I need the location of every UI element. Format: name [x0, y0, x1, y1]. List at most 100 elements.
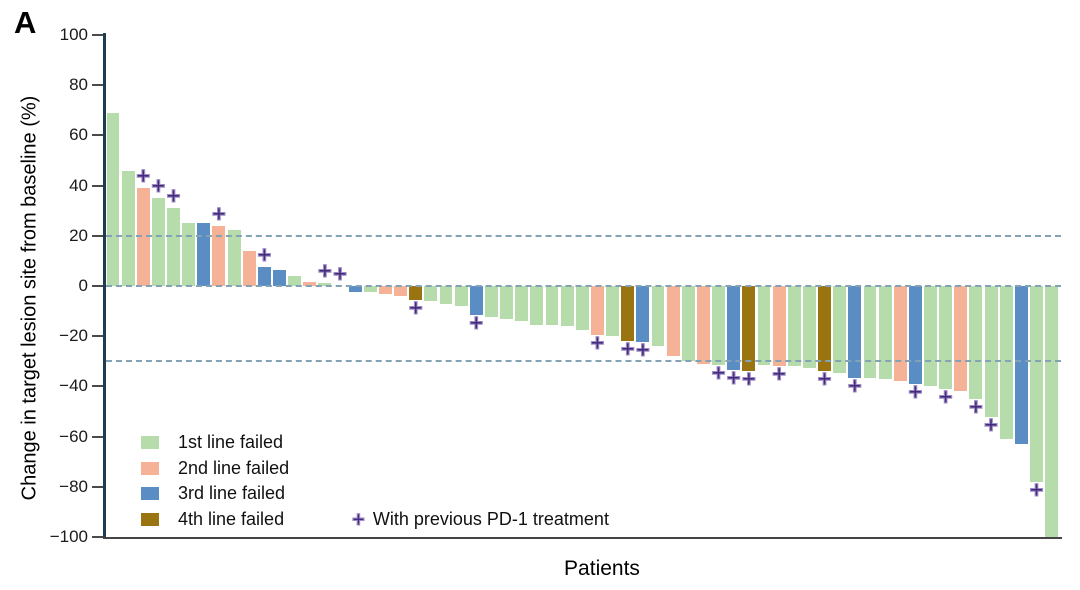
patient-bar: [712, 286, 725, 366]
pd1-plus-marker: +: [726, 365, 741, 393]
patient-bar: [212, 225, 226, 286]
pd1-plus-marker: +: [1029, 476, 1044, 504]
y-tick-mark: [92, 385, 103, 388]
patient-bar: [954, 286, 968, 392]
patient-bar: [454, 286, 468, 307]
y-tick-mark: [92, 285, 103, 287]
pd1-plus-marker: +: [983, 411, 999, 439]
pd1-plus-marker: +: [317, 258, 332, 286]
patient-bar: [273, 269, 286, 286]
pd1-plus-marker: +: [817, 366, 832, 394]
pd1-plus-marker: +: [741, 366, 756, 394]
patient-bar: [227, 229, 241, 286]
pd1-plus-marker: +: [968, 393, 983, 421]
reference-line: [105, 285, 1061, 287]
patient-bar: [863, 286, 877, 378]
patient-bar: [908, 286, 922, 384]
y-tick-label: 80: [69, 75, 88, 95]
legend-label-pd1-marker: With previous PD-1 treatment: [372, 509, 609, 530]
reference-line: [105, 360, 1061, 363]
legend-item-3rd-line: 3rd line failed: [141, 481, 289, 507]
legend-item-1st-line: 1st line failed: [141, 430, 289, 456]
legend: 1st line failed 2nd line failed 3rd line…: [141, 430, 289, 532]
reference-line: [105, 234, 1061, 237]
pd1-plus-marker: +: [620, 336, 635, 364]
y-tick-label: −80: [59, 476, 88, 496]
legend-label-4th-line: 4th line failed: [178, 508, 285, 529]
panel-label: A: [14, 5, 38, 40]
pd1-plus-marker: +: [938, 383, 953, 411]
patient-bar: [197, 223, 211, 286]
legend-label-3rd-line: 3rd line failed: [178, 483, 286, 504]
pd1-plus-marker: +: [711, 360, 726, 388]
patient-bar: [1030, 286, 1043, 482]
pd1-plus-marker: +: [257, 242, 272, 270]
legend-item-2nd-line: 2nd line failed: [141, 456, 289, 482]
legend-label-2nd-line: 2nd line failed: [178, 457, 290, 478]
legend-label-1st-line: 1st line failed: [178, 432, 284, 453]
y-tick-label: 0: [78, 276, 88, 295]
patient-bar: [485, 286, 498, 318]
y-tick-mark: [92, 435, 103, 438]
y-tick-mark: [92, 184, 103, 187]
y-tick-mark: [92, 134, 103, 137]
patient-bar: [833, 286, 847, 373]
patient-bar: [999, 286, 1013, 440]
legend-item-pd1-marker: + With previous PD-1 treatment: [351, 506, 609, 533]
patient-bar: [394, 286, 408, 297]
y-tick-label: −40: [59, 376, 88, 396]
patient-bar: [893, 286, 907, 382]
plus-marker-icon: +: [351, 506, 365, 532]
patient-bar: [742, 286, 756, 372]
y-tick-label: −60: [59, 426, 88, 446]
legend-swatch-4th-line: [141, 512, 159, 526]
patient-bar: [621, 286, 635, 342]
patient-bar: [924, 286, 937, 387]
pd1-plus-marker: +: [469, 309, 484, 337]
patient-bar: [1014, 286, 1028, 445]
y-tick-mark: [92, 34, 103, 36]
patient-bar: [500, 286, 514, 319]
patient-bar: [802, 286, 816, 368]
patient-bar: [727, 286, 741, 371]
legend-item-4th-line: 4th line failed: [141, 507, 289, 533]
y-tick-mark: [92, 84, 103, 87]
patient-bar: [772, 286, 786, 367]
patient-bar: [348, 286, 362, 293]
pd1-plus-marker: +: [635, 337, 650, 365]
patient-bar: [530, 286, 544, 325]
patient-bar: [939, 286, 953, 389]
patient-bar: [424, 286, 438, 302]
patient-bar: [666, 286, 680, 357]
y-tick-label: −20: [59, 326, 88, 346]
legend-swatch-3rd-line: [141, 487, 159, 501]
patient-bar: [984, 286, 998, 417]
y-tick-label: −100: [49, 527, 88, 546]
patient-bar: [515, 286, 529, 322]
legend-swatch-1st-line: [141, 436, 159, 450]
patient-bar: [696, 286, 710, 364]
y-axis-line: [103, 33, 106, 539]
patient-bar: [818, 286, 831, 372]
pd1-plus-marker: +: [408, 294, 423, 322]
y-tick-label: 100: [59, 25, 88, 44]
patient-bar: [136, 188, 150, 286]
patient-bar: [303, 282, 317, 286]
patient-bar: [1045, 286, 1059, 537]
pd1-plus-marker: +: [590, 329, 605, 357]
y-tick-label: 40: [69, 175, 88, 195]
patient-bar: [545, 286, 559, 325]
pd1-plus-marker: +: [847, 372, 862, 400]
pd1-plus-marker: +: [332, 261, 348, 288]
patient-bar: [575, 286, 589, 330]
pd1-plus-marker: +: [151, 173, 166, 201]
patient-bar: [469, 286, 483, 315]
patient-bar: [590, 286, 604, 335]
patient-bar: [409, 286, 423, 300]
patient-bar: [106, 112, 120, 286]
patient-bar: [560, 286, 574, 327]
patient-bar: [606, 286, 619, 337]
patient-bar: [681, 286, 695, 362]
patient-bar: [318, 283, 332, 286]
